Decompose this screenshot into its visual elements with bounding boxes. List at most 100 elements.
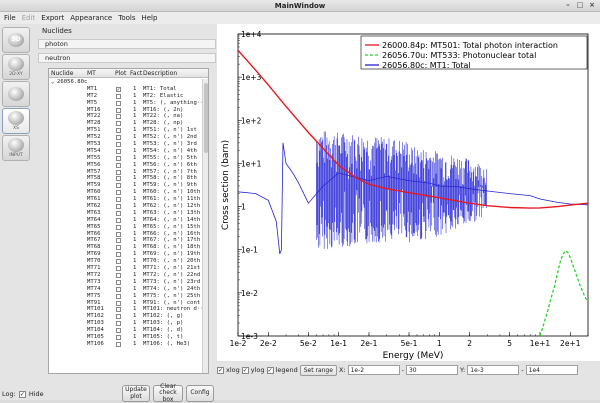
plot-checkbox[interactable] bbox=[116, 197, 121, 203]
row-factor[interactable]: 1 bbox=[133, 182, 137, 189]
row-factor[interactable]: 1 bbox=[133, 168, 137, 175]
table-row[interactable]: MT68 1 MT68: (, n') 18th bbox=[49, 244, 203, 251]
row-factor[interactable]: 1 bbox=[133, 106, 137, 113]
menu-appearance[interactable]: Appearance bbox=[70, 14, 113, 22]
table-row[interactable]: MT5 1 MT5: (, anything·· bbox=[49, 99, 204, 107]
table-row[interactable]: MT73 1 MT73: (, n') 23rd bbox=[49, 279, 203, 286]
table-row[interactable]: MT74 1 MT74: (, n') 24th bbox=[49, 286, 203, 293]
plot-checkbox[interactable] bbox=[116, 334, 121, 340]
row-factor[interactable]: 1 bbox=[133, 189, 137, 196]
y-min-input[interactable]: 1e-3 bbox=[467, 365, 520, 375]
row-factor[interactable]: 1 bbox=[133, 141, 137, 148]
row-factor[interactable]: 1 bbox=[133, 196, 137, 203]
plot-checkbox[interactable] bbox=[116, 210, 121, 216]
plot-checkbox[interactable] bbox=[116, 148, 121, 154]
plot-checkbox[interactable] bbox=[116, 107, 121, 113]
plot-checkbox[interactable] bbox=[116, 279, 121, 285]
table-row[interactable]: MT62 1 MT62: (, n') 12th bbox=[49, 203, 203, 210]
collapse-icon[interactable]: ⌄ bbox=[51, 79, 55, 85]
maximize-icon[interactable]: □ bbox=[576, 1, 584, 9]
table-row[interactable]: MT70 1 MT70: (, n') 20th bbox=[49, 258, 203, 265]
plot-checkbox[interactable] bbox=[116, 135, 121, 141]
neutron-group[interactable]: neutron bbox=[38, 53, 216, 63]
table-row[interactable]: MT66 1 MT66: (, n') 16th bbox=[49, 231, 203, 238]
toolbar-geometry-button[interactable] bbox=[2, 81, 30, 107]
minimize-icon[interactable]: – bbox=[566, 1, 570, 9]
table-row[interactable]: MT65 1 MT65: (, n') 15th bbox=[49, 224, 203, 231]
toolbar-xs-button[interactable]: XS bbox=[2, 108, 30, 134]
table-row[interactable]: MT102 1 MT102: (, g) bbox=[49, 313, 203, 320]
table-row[interactable]: MT16 1 MT16: (, 2n) bbox=[49, 107, 203, 114]
row-factor[interactable]: 1 bbox=[133, 299, 137, 306]
table-row[interactable]: MT72 1 MT72: (, n') 22nd bbox=[49, 272, 203, 279]
plot-checkbox[interactable] bbox=[116, 204, 121, 210]
plot-checkbox[interactable] bbox=[116, 155, 121, 161]
plot-checkbox[interactable] bbox=[116, 121, 121, 127]
table-row[interactable]: MT64 1 MT64: (, n') 14th bbox=[49, 217, 203, 224]
plot-checkbox[interactable] bbox=[116, 259, 121, 265]
hide-log-checkbox[interactable]: ✓ bbox=[18, 390, 26, 398]
menu-tools[interactable]: Tools bbox=[118, 14, 136, 22]
table-row[interactable]: MT91 1 MT91: (, n') cont bbox=[49, 300, 203, 307]
table-row[interactable]: MT56 1 MT56: (, n') 6th bbox=[49, 162, 203, 169]
x-max-input[interactable]: 30 bbox=[405, 365, 458, 375]
row-factor[interactable]: 1 bbox=[133, 327, 137, 334]
row-factor[interactable]: 1 bbox=[133, 313, 137, 320]
table-row[interactable]: MT57 1 MT57: (, n') 7th bbox=[49, 169, 203, 176]
plot-checkbox[interactable] bbox=[116, 142, 121, 148]
photon-group[interactable]: photon bbox=[38, 39, 216, 49]
row-factor[interactable]: 1 bbox=[133, 147, 137, 154]
plot-checkbox[interactable] bbox=[116, 307, 121, 313]
table-row[interactable]: MT22 1 MT22: (, na) bbox=[49, 113, 203, 120]
table-row[interactable]: MT53 1 MT53: (, n') 3rd bbox=[49, 141, 203, 148]
plot-checkbox[interactable] bbox=[116, 252, 121, 258]
col-fact[interactable]: Fact bbox=[130, 70, 143, 77]
row-factor[interactable]: 1 bbox=[133, 216, 137, 223]
plot-checkbox[interactable] bbox=[116, 314, 121, 320]
table-row[interactable]: MT58 1 MT58: (, n') 8th bbox=[49, 175, 203, 182]
plot-checkbox[interactable] bbox=[116, 341, 121, 347]
row-factor[interactable]: 1 bbox=[133, 99, 137, 106]
plot-checkbox[interactable] bbox=[116, 93, 121, 99]
col-nuclide[interactable]: Nuclide bbox=[51, 70, 74, 77]
plot-checkbox[interactable] bbox=[116, 238, 121, 244]
row-factor[interactable]: 1 bbox=[133, 161, 137, 168]
col-plot[interactable]: Plot bbox=[115, 70, 127, 77]
row-factor[interactable]: 1 bbox=[133, 127, 137, 134]
scroll-thumb[interactable] bbox=[204, 83, 208, 153]
y-max-input[interactable]: 1e4 bbox=[525, 365, 578, 375]
row-factor[interactable]: 1 bbox=[133, 154, 137, 161]
plot-checkbox[interactable] bbox=[116, 286, 121, 292]
plot-checkbox[interactable] bbox=[116, 321, 121, 327]
row-factor[interactable]: 1 bbox=[133, 223, 137, 230]
table-row[interactable]: MT103 1 MT103: (, p) bbox=[49, 320, 203, 327]
row-factor[interactable]: 1 bbox=[133, 292, 137, 299]
table-row[interactable]: MT75 1 MT75: (, n') 25th bbox=[49, 293, 203, 300]
x-min-input[interactable]: 1e-2 bbox=[347, 365, 400, 375]
row-factor[interactable]: 1 bbox=[133, 244, 137, 251]
plot-checkbox[interactable] bbox=[116, 231, 121, 237]
row-factor[interactable]: 1 bbox=[133, 278, 137, 285]
table-row[interactable]: MT52 1 MT52: (, n') 2nd bbox=[49, 134, 203, 141]
row-factor[interactable]: 1 bbox=[133, 92, 137, 99]
table-row[interactable]: MT106 1 MT106: (, He3) bbox=[49, 341, 203, 348]
table-row[interactable]: MT28 1 MT28: (, np) bbox=[49, 120, 203, 127]
row-factor[interactable]: 1 bbox=[133, 175, 137, 182]
plot-checkbox[interactable] bbox=[116, 217, 121, 223]
table-row[interactable]: MT54 1 MT54: (, n') 4th bbox=[49, 148, 203, 155]
plot-checkbox[interactable] bbox=[116, 293, 121, 299]
plot-checkbox[interactable] bbox=[116, 328, 121, 334]
row-factor[interactable]: 1 bbox=[133, 340, 137, 347]
plot-checkbox[interactable] bbox=[116, 176, 121, 182]
row-factor[interactable]: 1 bbox=[133, 285, 137, 292]
menu-file[interactable]: File bbox=[4, 14, 16, 22]
menu-help[interactable]: Help bbox=[141, 14, 158, 22]
row-factor[interactable]: 1 bbox=[133, 271, 137, 278]
plot-checkbox[interactable] bbox=[116, 169, 121, 175]
row-factor[interactable]: 1 bbox=[133, 251, 137, 258]
row-factor[interactable]: 1 bbox=[133, 258, 137, 265]
col-mt[interactable]: MT bbox=[87, 70, 96, 77]
table-row[interactable]: MT101 1 MT101: neutron d·· bbox=[49, 306, 204, 313]
ylog-checkbox[interactable]: ✓ bbox=[241, 366, 249, 374]
plot-area[interactable]: 1e-2 2e-2 5e-2 1e-1 2e-1 5e-1 1 2 5 1e+1 2e+1 1e+4 1… bbox=[217, 24, 600, 361]
